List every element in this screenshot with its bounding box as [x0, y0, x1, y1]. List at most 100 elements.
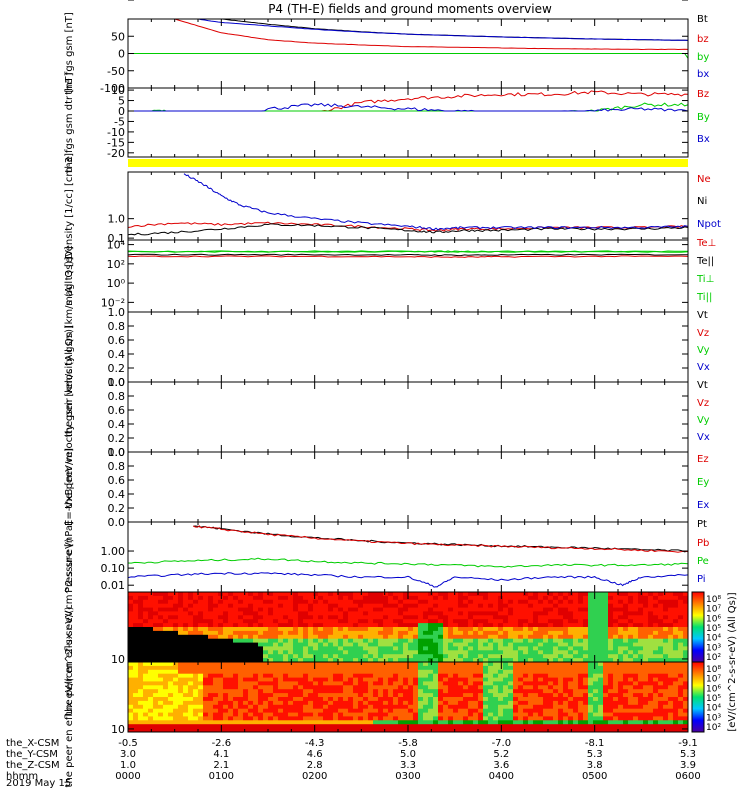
y-axis-label: E=-VxB [mV/m] — [64, 448, 75, 526]
colorbar-tick: 10³ — [706, 643, 721, 653]
legend-entry: Vt — [697, 380, 708, 391]
panel-frame — [127, 521, 689, 593]
series-line-Npot — [183, 173, 688, 231]
y-tick-label: 0.2 — [108, 502, 126, 515]
panel-density: 100.010.0 1.0 0.1 Density [1/cc] [cm-3] Ne Ni… — [64, 0, 721, 259]
x-tick-label: 5.2 — [493, 749, 509, 760]
x-tick-label: 0100 — [209, 771, 234, 782]
y-tick-label: 0.0 — [108, 376, 126, 389]
x-tick-label: -7.0 — [492, 738, 512, 749]
y-tick-label: -10 — [107, 126, 125, 139]
x-tick-label: 3.6 — [493, 760, 509, 771]
y-tick-label: 10⁴ — [107, 239, 126, 252]
colorbar-tick: 10⁵ — [706, 694, 721, 704]
y-tick-label: 10⁰ — [107, 277, 126, 290]
x-tick-label: 2.1 — [213, 760, 229, 771]
legend-entry: Npot — [697, 219, 721, 230]
plot-area — [128, 525, 688, 588]
legend-entry: Pb — [697, 538, 709, 549]
series-line-Ti|| — [128, 250, 688, 253]
x-tick-label: 0400 — [489, 771, 514, 782]
series-line-Pb — [193, 525, 688, 553]
x-axis-annotations: the_X-CSM -0.5 -2.6 -4.3 -5.8 -7.0 -8.1 -9.1 the… — [6, 738, 701, 782]
series-line-Pe — [128, 557, 688, 568]
colorbar-tick: 10⁵ — [706, 624, 721, 634]
y-tick-label: 5 — [118, 95, 125, 108]
x-tick-label: 4.6 — [307, 749, 323, 760]
y-tick-label: 0.2 — [108, 432, 126, 445]
series-line-Ne — [128, 221, 688, 232]
y-tick-label: 0 — [118, 105, 125, 118]
x-row-label: hhmm — [6, 771, 38, 782]
y-tick-label: 10000 — [90, 0, 125, 3]
colorbar — [691, 591, 705, 663]
x-tick-label: 5.3 — [680, 749, 696, 760]
y-tick-label: -20 — [107, 147, 125, 160]
legend-entry: Vt — [697, 310, 708, 321]
y-axis-label: the peir velocity gsm [km/s (All Qs)] — [64, 257, 75, 438]
plot-area — [128, 19, 688, 59]
y-tick-label: 10.0 — [101, 0, 126, 3]
y-tick-label: -100 — [100, 82, 125, 95]
x-tick-label: 3.0 — [120, 749, 136, 760]
legend-entry: Ex — [697, 500, 709, 511]
y-tick-label: 0.6 — [108, 404, 126, 417]
y-tick-label: 0.01 — [101, 579, 126, 592]
x-row-label: the_X-CSM — [6, 738, 59, 749]
y-tick-label: 100 — [104, 0, 125, 3]
x-tick-label: -8.1 — [585, 738, 605, 749]
plot-area — [128, 173, 688, 236]
colorbar — [691, 661, 705, 733]
legend-entry: by — [697, 52, 709, 63]
legend-entry: Vx — [697, 432, 710, 443]
legend-entry: Vz — [697, 328, 709, 339]
x-tick-label: 0600 — [675, 771, 700, 782]
x-tick-label: 1.0 — [120, 760, 136, 771]
x-tick-label: -2.6 — [212, 738, 232, 749]
y-tick-label: 0.2 — [108, 362, 126, 375]
y-axis-label: Density [1/cc] [cm-3] — [64, 153, 75, 259]
x-tick-label: 5.3 — [587, 749, 603, 760]
series-line-Te⊥ — [128, 255, 688, 258]
y-tick-label: 0.6 — [108, 474, 126, 487]
x-row-label: the_Z-CSM — [6, 760, 60, 771]
y-tick-label: -5 — [114, 115, 125, 128]
legend-entry: Vy — [697, 415, 710, 426]
legend-entry: Ez — [697, 454, 709, 465]
x-tick-label: 2.8 — [307, 760, 323, 771]
x-tick-label: 0300 — [395, 771, 420, 782]
legend-entry: Ni — [697, 196, 707, 207]
x-tick-label: 3.8 — [587, 760, 603, 771]
y-tick-label: 0.6 — [108, 334, 126, 347]
colorbar-tick: 10³ — [706, 713, 721, 723]
x-tick-label: 3.9 — [680, 760, 696, 771]
colorbar-tick: 10² — [706, 723, 721, 733]
panel-temperature: 10⁴ 10² 10⁰ 10⁻² mag t3 [eV] Te⊥ Te|| Ti⊥ Ti|| — [64, 238, 716, 313]
y-tick-label: 10⁻² — [101, 296, 125, 309]
y-tick-label: 10000 — [90, 0, 125, 3]
y-tick-label: 10 — [111, 723, 125, 736]
y-tick-label: 100 — [104, 0, 125, 3]
y-tick-label: 100.0 — [94, 0, 126, 3]
colorbar-tick: 10⁸ — [706, 665, 721, 675]
x-tick-label: 0500 — [582, 771, 607, 782]
y-tick-label: 0.4 — [108, 418, 126, 431]
y-axis-label: mag t3 [eV] — [64, 246, 75, 306]
series-line-By — [128, 102, 688, 112]
colorbar-tick: 10⁶ — [706, 614, 721, 624]
y-tick-label: 10.00 — [94, 0, 126, 3]
y-tick-label: 1.0 — [108, 376, 126, 389]
y-tick-label: 0.4 — [108, 488, 126, 501]
colorbar-tick: 10⁷ — [706, 675, 721, 685]
legend-entry: By — [697, 112, 710, 123]
legend-entry: Pi — [697, 574, 706, 585]
y-axis-label: Pressure [nPa] — [64, 521, 75, 593]
colorbar-tick: 10⁴ — [706, 704, 721, 714]
series-line-Bx — [128, 102, 688, 112]
y-axis-label: the peer en eflux eV/(cm^2-s-sr-eV) — [64, 606, 75, 787]
